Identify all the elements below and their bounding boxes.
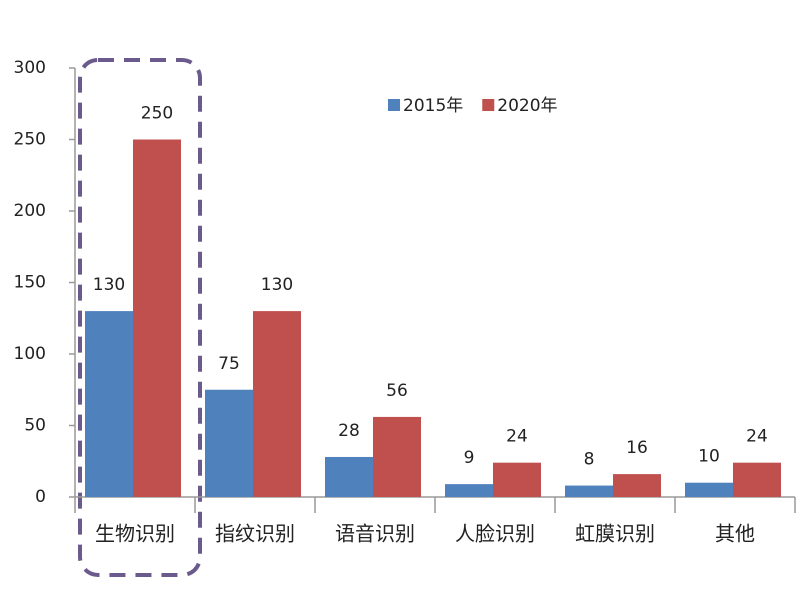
x-tick-label: 人脸识别 xyxy=(455,522,535,546)
x-tick-label: 指纹识别 xyxy=(215,522,295,546)
data-label: 8 xyxy=(584,450,595,470)
data-label: 56 xyxy=(386,381,408,401)
y-tick-label: 0 xyxy=(35,487,46,507)
data-label: 24 xyxy=(746,427,768,447)
y-tick-label: 200 xyxy=(14,201,46,221)
legend-label: 2020年 xyxy=(497,96,557,116)
x-tick-label: 生物识别 xyxy=(95,522,175,546)
highlight-box xyxy=(78,58,202,577)
x-tick-label: 其他 xyxy=(715,522,755,546)
x-tick-label: 虹膜识别 xyxy=(575,522,655,546)
data-label: 10 xyxy=(698,447,720,467)
legend-swatch xyxy=(482,99,495,111)
legend-label: 2015年 xyxy=(403,96,463,116)
bar xyxy=(253,311,301,497)
bar xyxy=(205,389,253,497)
bar xyxy=(685,482,733,497)
y-tick-label: 250 xyxy=(14,130,46,150)
bar xyxy=(85,311,133,497)
bar xyxy=(733,462,781,497)
bar xyxy=(565,485,613,497)
data-label: 130 xyxy=(261,275,293,295)
data-label: 28 xyxy=(338,421,360,441)
y-tick-label: 150 xyxy=(14,273,46,293)
data-label: 250 xyxy=(141,104,173,124)
bar xyxy=(445,484,493,497)
y-tick-label: 50 xyxy=(24,416,46,436)
y-tick-label: 300 xyxy=(14,58,46,78)
y-tick-label: 100 xyxy=(14,344,46,364)
bar xyxy=(613,474,661,497)
bar xyxy=(325,456,373,497)
data-label: 9 xyxy=(464,448,475,468)
legend-swatch xyxy=(388,99,400,111)
x-tick-label: 语音识别 xyxy=(335,522,415,546)
bar xyxy=(493,462,541,497)
data-label: 16 xyxy=(626,438,648,458)
data-label: 75 xyxy=(218,354,240,374)
bar xyxy=(373,416,421,497)
data-label: 24 xyxy=(506,427,528,447)
data-label: 130 xyxy=(93,275,125,295)
bar xyxy=(133,139,181,497)
